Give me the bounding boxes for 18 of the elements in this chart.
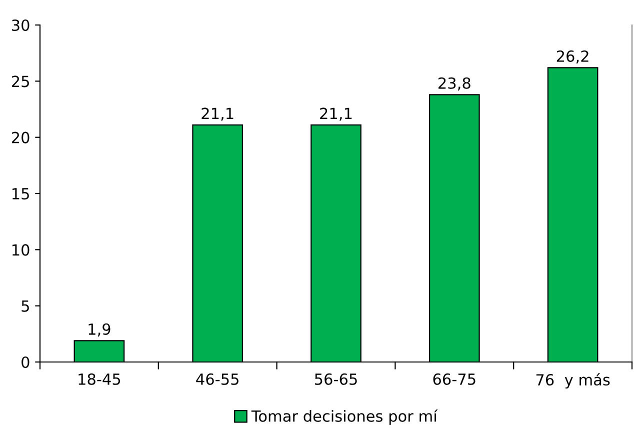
data-label: 21,1 — [202, 108, 234, 121]
legend-label: Tomar decisiones por mí — [251, 409, 438, 425]
x-tick-label: 18-45 — [78, 373, 120, 385]
x-tick-label: 76 y más — [536, 373, 610, 389]
data-label: 23,8 — [438, 77, 470, 90]
data-label: 21,1 — [320, 108, 352, 121]
y-tick-label: 25 — [12, 76, 29, 88]
x-tick-label: 46-55 — [196, 373, 238, 385]
x-tick-label: 56-65 — [314, 373, 357, 385]
y-tick-label: 5 — [22, 300, 29, 312]
y-tick-label: 15 — [12, 188, 29, 200]
x-tick-label: 66-75 — [433, 373, 476, 385]
y-tick-label: 10 — [12, 244, 30, 256]
y-tick-label: 20 — [12, 132, 30, 144]
y-tick-label: 30 — [12, 19, 30, 32]
y-tick-label: 0 — [22, 356, 30, 368]
data-label: 26,2 — [556, 50, 588, 64]
data-label: 1,9 — [88, 323, 110, 336]
